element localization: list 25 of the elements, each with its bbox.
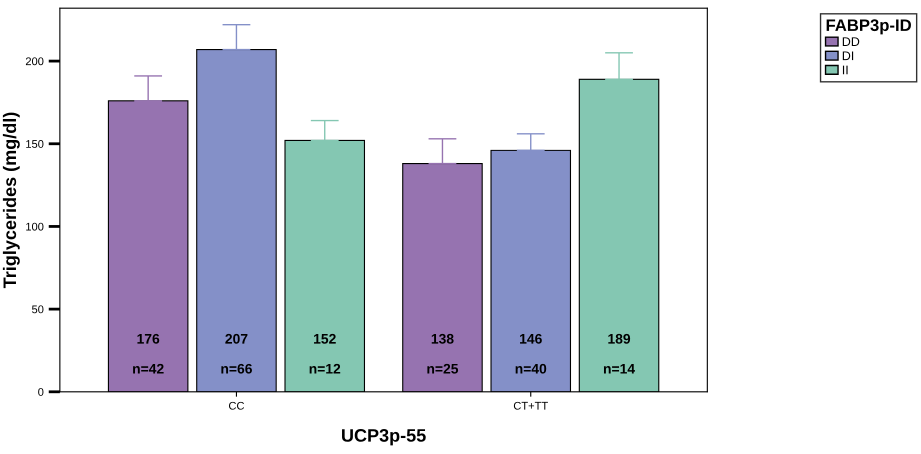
annotation: n=12 [310, 364, 340, 374]
data-label: 152 [314, 334, 336, 344]
x-axis-title: UCP3p-55 [342, 429, 426, 446]
legend-label: DI [842, 52, 854, 60]
annotation: n=25 [427, 364, 458, 374]
y-tick-label: 0 [38, 388, 44, 396]
y-tick-label: 100 [26, 222, 44, 231]
annotation: n=42 [133, 364, 164, 374]
y-tick-label: 200 [26, 57, 44, 66]
x-tick-label: CC [228, 402, 244, 410]
legend-label: II [842, 66, 848, 74]
data-label: 176 [137, 334, 160, 344]
legend-label: DD [842, 37, 860, 46]
y-tick-label: 50 [32, 305, 44, 314]
y-axis-title: Triglycerides (mg/dl) [2, 112, 20, 288]
x-tick-label: CT+TT [514, 402, 548, 410]
legend-title: FABP3p-ID [826, 19, 911, 34]
data-label: 146 [520, 334, 542, 344]
data-label: 138 [432, 334, 454, 344]
data-label: 189 [608, 334, 630, 344]
annotation: n=66 [221, 364, 252, 374]
annotation: n=14 [604, 364, 635, 374]
data-label: 207 [225, 334, 248, 344]
annotation: n=40 [516, 364, 546, 374]
y-tick-label: 150 [26, 140, 44, 148]
